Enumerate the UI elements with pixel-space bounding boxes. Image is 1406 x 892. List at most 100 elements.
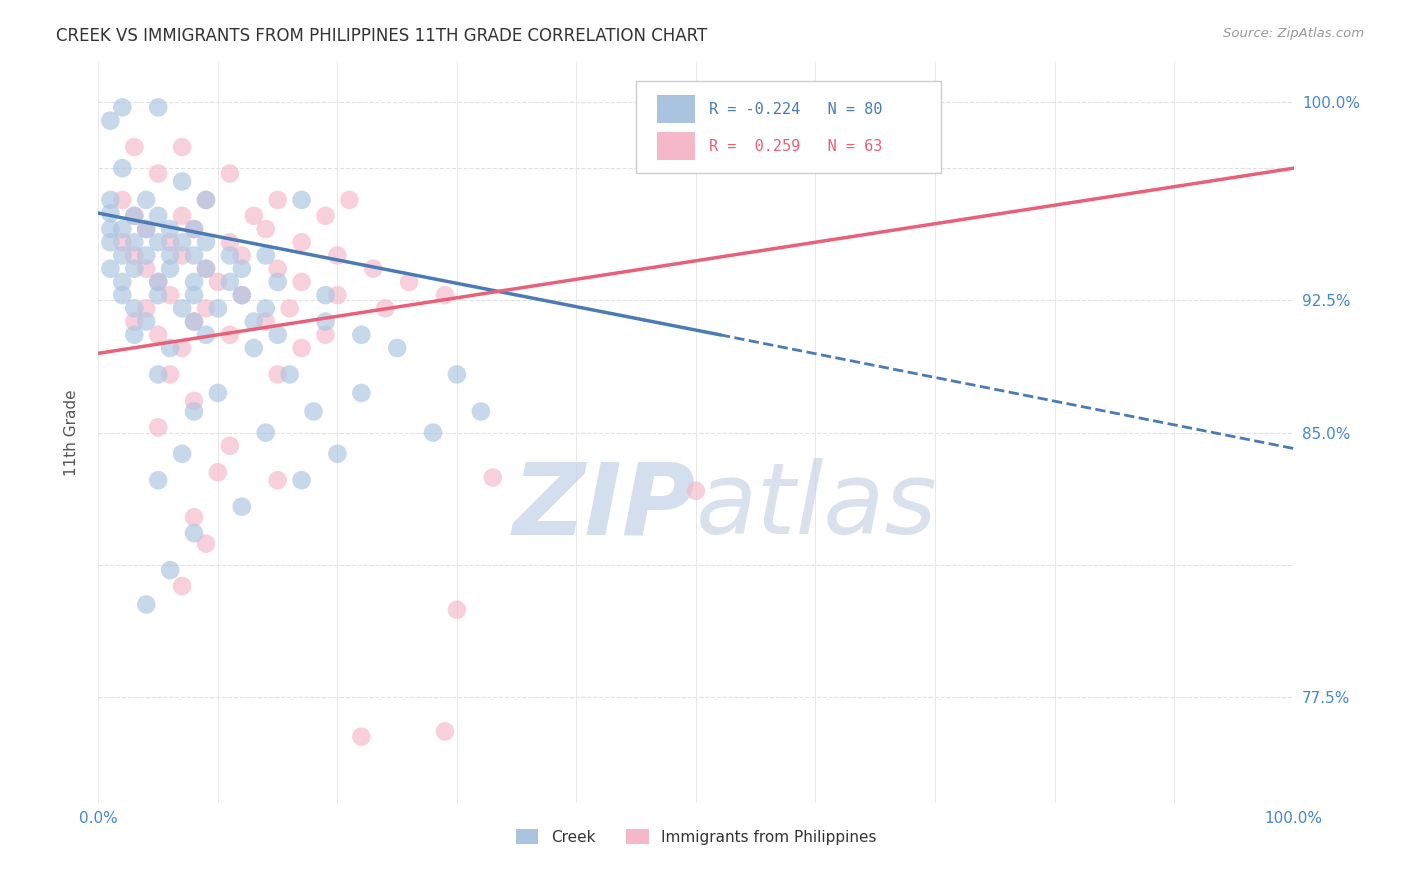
Point — [124, 235, 146, 250]
Point — [172, 579, 194, 593]
Point — [350, 327, 373, 342]
Point — [195, 537, 218, 551]
Point — [291, 473, 314, 487]
Point — [254, 301, 277, 316]
Point — [98, 261, 122, 276]
FancyBboxPatch shape — [637, 81, 941, 173]
Point — [243, 315, 266, 329]
Point — [124, 327, 146, 342]
Point — [148, 327, 170, 342]
Point — [124, 301, 146, 316]
Point — [243, 341, 266, 355]
Point — [326, 447, 349, 461]
Point — [172, 174, 194, 188]
Point — [219, 439, 242, 453]
Point — [291, 341, 314, 355]
Point — [111, 193, 134, 207]
Text: CREEK VS IMMIGRANTS FROM PHILIPPINES 11TH GRADE CORRELATION CHART: CREEK VS IMMIGRANTS FROM PHILIPPINES 11T… — [56, 27, 707, 45]
Point — [124, 248, 146, 262]
Point — [291, 275, 314, 289]
Point — [339, 193, 361, 207]
Point — [111, 235, 134, 250]
Point — [302, 404, 325, 418]
Point — [124, 261, 146, 276]
Point — [148, 288, 170, 302]
Point — [267, 275, 290, 289]
Text: atlas: atlas — [696, 458, 938, 555]
Point — [172, 447, 194, 461]
Point — [219, 235, 242, 250]
Point — [195, 193, 218, 207]
Point — [278, 368, 301, 382]
Point — [159, 288, 181, 302]
Point — [446, 603, 468, 617]
Point — [446, 368, 468, 382]
Point — [135, 301, 157, 316]
Point — [135, 222, 157, 236]
Point — [231, 248, 253, 262]
Point — [207, 386, 229, 401]
Point — [183, 404, 205, 418]
Point — [111, 222, 134, 236]
Point — [374, 301, 396, 316]
Text: R = -0.224   N = 80: R = -0.224 N = 80 — [709, 102, 883, 117]
Point — [207, 301, 229, 316]
Point — [315, 288, 337, 302]
Point — [195, 327, 218, 342]
Point — [148, 275, 170, 289]
Point — [135, 222, 157, 236]
Point — [135, 261, 157, 276]
Point — [111, 100, 134, 114]
FancyBboxPatch shape — [657, 95, 695, 123]
Point — [326, 248, 349, 262]
Point — [183, 526, 205, 541]
Point — [111, 248, 134, 262]
Point — [219, 248, 242, 262]
Legend: Creek, Immigrants from Philippines: Creek, Immigrants from Philippines — [509, 822, 883, 851]
Point — [326, 288, 349, 302]
Point — [135, 598, 157, 612]
Point — [219, 166, 242, 180]
Point — [159, 222, 181, 236]
Point — [267, 261, 290, 276]
Point — [98, 206, 122, 220]
Point — [685, 483, 707, 498]
Point — [172, 235, 194, 250]
Point — [231, 288, 253, 302]
Point — [207, 275, 229, 289]
Point — [172, 140, 194, 154]
Point — [159, 235, 181, 250]
Point — [398, 275, 420, 289]
Point — [876, 100, 898, 114]
Point — [135, 315, 157, 329]
Point — [350, 730, 373, 744]
Point — [219, 327, 242, 342]
Point — [267, 368, 290, 382]
Point — [363, 261, 385, 276]
Point — [148, 209, 170, 223]
Point — [98, 193, 122, 207]
Point — [291, 235, 314, 250]
Point — [183, 222, 205, 236]
Point — [481, 470, 505, 484]
Point — [124, 315, 146, 329]
Point — [254, 425, 277, 440]
Point — [183, 275, 205, 289]
Point — [172, 209, 194, 223]
Point — [98, 235, 122, 250]
Point — [422, 425, 444, 440]
Point — [254, 315, 277, 329]
Point — [195, 301, 218, 316]
Point — [124, 140, 146, 154]
Point — [195, 193, 218, 207]
Point — [315, 209, 337, 223]
Point — [98, 222, 122, 236]
Point — [195, 261, 218, 276]
Point — [111, 288, 134, 302]
Point — [148, 235, 170, 250]
Point — [183, 288, 205, 302]
Point — [135, 248, 157, 262]
Point — [111, 275, 134, 289]
Point — [254, 222, 277, 236]
Point — [172, 248, 194, 262]
